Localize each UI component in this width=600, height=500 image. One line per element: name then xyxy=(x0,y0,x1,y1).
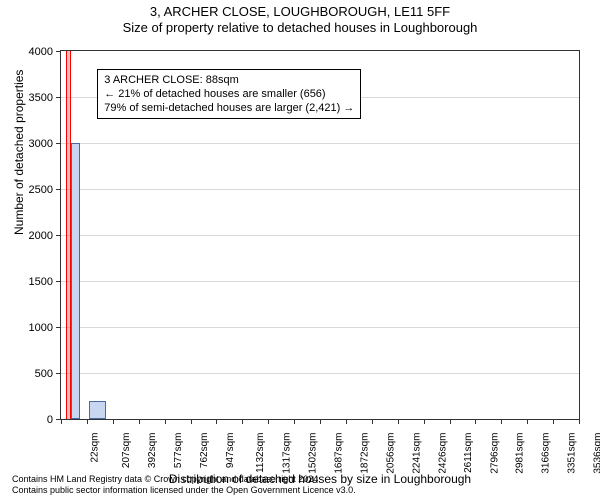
ytick-label: 0 xyxy=(13,414,53,426)
xtick-label: 2056sqm xyxy=(386,433,397,474)
xtick-label: 1502sqm xyxy=(308,433,319,474)
xtick-label: 762sqm xyxy=(199,433,210,469)
xtick-mark xyxy=(191,419,192,424)
gridline xyxy=(61,143,579,144)
xtick-mark xyxy=(242,419,243,424)
xtick-mark xyxy=(424,419,425,424)
xtick-mark xyxy=(61,419,62,424)
xtick-label: 947sqm xyxy=(225,433,236,469)
gridline xyxy=(61,189,579,190)
xtick-label: 2426sqm xyxy=(437,433,448,474)
annotation-box: 3 ARCHER CLOSE: 88sqm← 21% of detached h… xyxy=(97,69,361,119)
xtick-label: 3351sqm xyxy=(567,433,578,474)
annotation-line: ← 21% of detached houses are smaller (65… xyxy=(104,87,354,101)
xtick-label: 577sqm xyxy=(173,433,184,469)
ytick-mark xyxy=(56,143,61,144)
ytick-mark xyxy=(56,281,61,282)
attribution-line-2: Contains public sector information licen… xyxy=(12,485,356,496)
ytick-mark xyxy=(56,235,61,236)
xtick-mark xyxy=(501,419,502,424)
ytick-mark xyxy=(56,51,61,52)
xtick-mark xyxy=(372,419,373,424)
xtick-label: 3536sqm xyxy=(593,433,600,474)
ytick-label: 3000 xyxy=(13,138,53,150)
xtick-label: 2981sqm xyxy=(515,433,526,474)
xtick-mark xyxy=(579,419,580,424)
xtick-mark xyxy=(268,419,269,424)
ytick-label: 4000 xyxy=(13,46,53,58)
annotation-line: 3 ARCHER CLOSE: 88sqm xyxy=(104,73,354,87)
ytick-mark xyxy=(56,327,61,328)
xtick-label: 207sqm xyxy=(121,433,132,469)
plot-wrap: 0500100015002000250030003500400022sqm207… xyxy=(60,50,580,420)
attribution: Contains HM Land Registry data © Crown c… xyxy=(12,474,356,496)
xtick-label: 1132sqm xyxy=(255,433,266,473)
xtick-label: 1687sqm xyxy=(334,433,345,474)
gridline xyxy=(61,327,579,328)
xtick-label: 1872sqm xyxy=(360,433,371,474)
ytick-label: 3500 xyxy=(13,92,53,104)
xtick-mark xyxy=(139,419,140,424)
xtick-mark xyxy=(553,419,554,424)
ytick-label: 500 xyxy=(13,368,53,380)
ytick-mark xyxy=(56,97,61,98)
xtick-mark xyxy=(216,419,217,424)
gridline xyxy=(61,235,579,236)
xtick-mark xyxy=(398,419,399,424)
ytick-label: 1000 xyxy=(13,322,53,334)
xtick-label: 2241sqm xyxy=(411,433,422,474)
plot-area: 0500100015002000250030003500400022sqm207… xyxy=(60,50,580,420)
gridline xyxy=(61,281,579,282)
chart-root: 3, ARCHER CLOSE, LOUGHBOROUGH, LE11 5FF … xyxy=(0,0,600,500)
xtick-mark xyxy=(475,419,476,424)
xtick-label: 22sqm xyxy=(90,433,101,463)
xtick-label: 3166sqm xyxy=(541,433,552,474)
xtick-label: 1317sqm xyxy=(282,433,293,474)
xtick-label: 392sqm xyxy=(147,433,158,469)
xtick-label: 2611sqm xyxy=(463,433,474,473)
xtick-label: 2796sqm xyxy=(489,433,500,474)
attribution-line-1: Contains HM Land Registry data © Crown c… xyxy=(12,474,356,485)
title-block: 3, ARCHER CLOSE, LOUGHBOROUGH, LE11 5FF … xyxy=(0,0,600,36)
ytick-mark xyxy=(56,373,61,374)
ytick-mark xyxy=(56,189,61,190)
xtick-mark xyxy=(346,419,347,424)
xtick-mark xyxy=(113,419,114,424)
bar xyxy=(71,143,79,419)
xtick-mark xyxy=(165,419,166,424)
xtick-mark xyxy=(450,419,451,424)
xtick-mark xyxy=(294,419,295,424)
ytick-label: 2000 xyxy=(13,230,53,242)
title-line-1: 3, ARCHER CLOSE, LOUGHBOROUGH, LE11 5FF xyxy=(0,4,600,20)
xtick-mark xyxy=(527,419,528,424)
xtick-mark xyxy=(87,419,88,424)
annotation-line: 79% of semi-detached houses are larger (… xyxy=(104,101,354,115)
gridline xyxy=(61,373,579,374)
bar xyxy=(89,401,106,419)
ytick-label: 2500 xyxy=(13,184,53,196)
ytick-label: 1500 xyxy=(13,276,53,288)
title-line-2: Size of property relative to detached ho… xyxy=(0,20,600,36)
xtick-mark xyxy=(320,419,321,424)
